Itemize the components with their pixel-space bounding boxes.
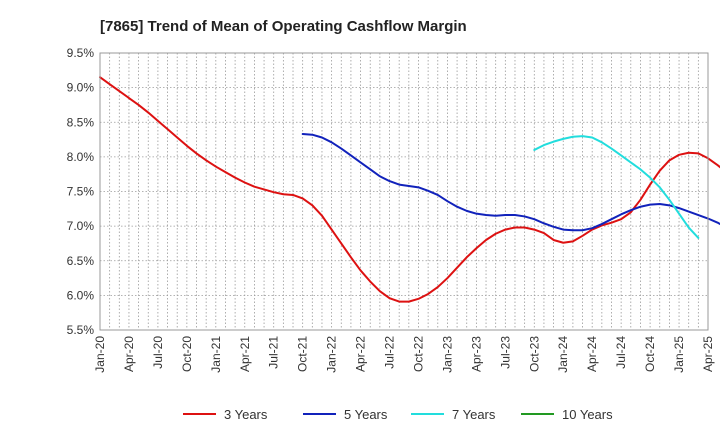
x-tick-label: Jan-23 xyxy=(440,336,454,373)
x-tick-label: Jul-20 xyxy=(151,336,165,369)
y-tick-label: 6.0% xyxy=(67,288,95,302)
legend-label: 3 Years xyxy=(224,407,268,422)
y-tick-label: 5.5% xyxy=(67,323,95,337)
x-tick-label: Oct-20 xyxy=(180,336,194,372)
y-tick-label: 8.5% xyxy=(67,115,95,129)
x-tick-label: Oct-21 xyxy=(296,336,310,372)
legend[interactable]: 3 Years 5 Years 7 Years 10 Years xyxy=(183,407,613,422)
series-line-3-years xyxy=(99,76,720,303)
grid xyxy=(100,52,708,331)
x-tick-label: Jul-23 xyxy=(498,336,512,369)
x-tick-label: Oct-24 xyxy=(643,336,657,372)
x-tick-label: Jan-25 xyxy=(672,336,686,373)
legend-label: 10 Years xyxy=(562,407,613,422)
x-tick-label: Oct-23 xyxy=(527,336,541,372)
series-line-5-years xyxy=(301,133,720,232)
y-tick-label: 8.0% xyxy=(67,150,95,164)
legend-item-5-years[interactable]: 5 Years xyxy=(303,407,388,422)
legend-item-3-years[interactable]: 3 Years xyxy=(183,407,268,422)
x-axis: Jan-20 Apr-20 Jul-20 Oct-20 Jan-21 Apr-21 Jul-… xyxy=(93,336,715,373)
y-axis: 9.5% 9.0% 8.5% 8.0% 7.5% 7.0% 6.5% 6.0% 5.5% xyxy=(67,46,95,337)
x-tick-label: Apr-25 xyxy=(701,336,715,372)
x-tick-label: Jul-21 xyxy=(267,336,281,369)
series-lines xyxy=(99,76,720,303)
x-tick-label: Apr-21 xyxy=(238,336,252,372)
chart-title: [7865] Trend of Mean of Operating Cashfl… xyxy=(100,18,467,35)
y-tick-label: 7.5% xyxy=(67,185,95,199)
x-tick-label: Jul-22 xyxy=(383,336,397,369)
x-tick-label: Apr-24 xyxy=(585,336,599,372)
x-tick-label: Apr-22 xyxy=(354,336,368,372)
legend-item-10-years[interactable]: 10 Years xyxy=(521,407,613,422)
x-tick-label: Apr-20 xyxy=(122,336,136,372)
legend-label: 5 Years xyxy=(344,407,388,422)
y-tick-label: 9.5% xyxy=(67,46,95,60)
series-line-7-years xyxy=(533,135,700,239)
legend-item-7-years[interactable]: 7 Years xyxy=(411,407,496,422)
x-tick-label: Jan-20 xyxy=(93,336,107,373)
y-tick-label: 9.0% xyxy=(67,81,95,95)
x-tick-label: Jan-24 xyxy=(556,336,570,373)
y-tick-label: 7.0% xyxy=(67,219,95,233)
y-tick-label: 6.5% xyxy=(67,254,95,268)
x-tick-label: Jan-22 xyxy=(325,336,339,373)
x-tick-label: Oct-22 xyxy=(411,336,425,372)
x-tick-label: Jul-24 xyxy=(614,336,628,369)
x-tick-label: Apr-23 xyxy=(469,336,483,372)
x-tick-label: Jan-21 xyxy=(209,336,223,373)
legend-label: 7 Years xyxy=(452,407,496,422)
plot-frame xyxy=(99,52,709,331)
